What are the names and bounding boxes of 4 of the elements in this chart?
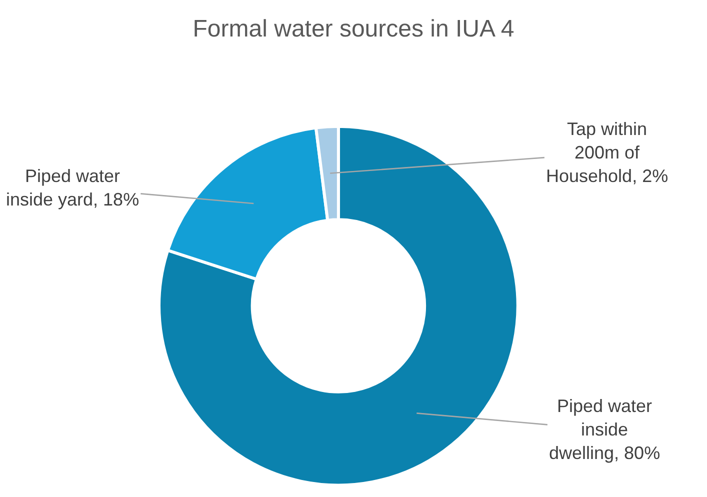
slice-label: Tap within 200m of Household, 2%	[546, 119, 668, 186]
slice-label: Piped water inside dwelling, 80%	[549, 396, 660, 463]
chart-title: Formal water sources in IUA 4	[192, 16, 514, 43]
slice-label: Piped water inside yard, 18%	[6, 166, 140, 210]
